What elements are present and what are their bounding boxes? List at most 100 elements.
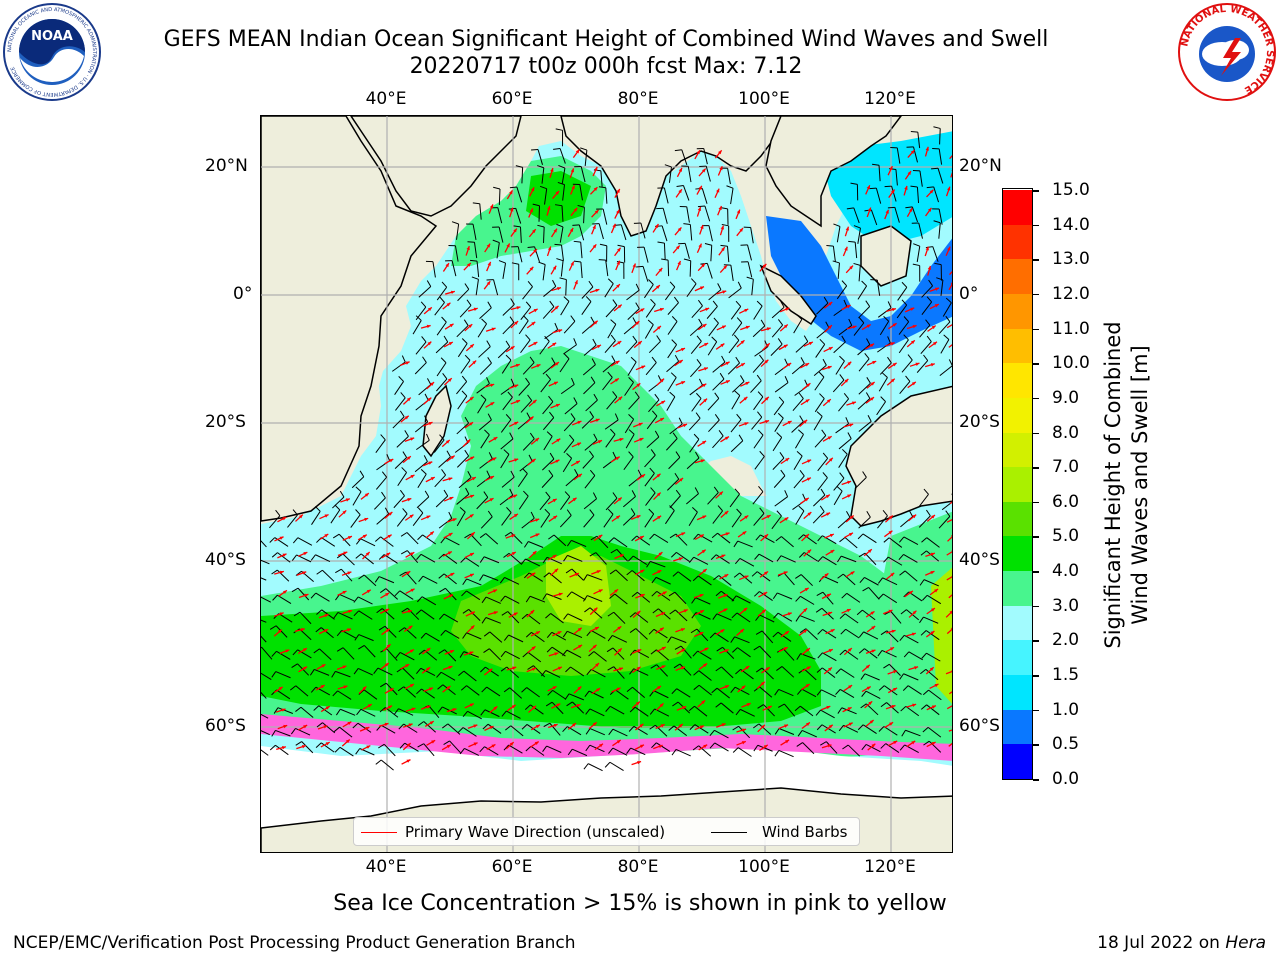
wind-barb	[378, 743, 396, 757]
wave-direction-arrow	[715, 491, 724, 499]
wind-barb	[261, 619, 267, 623]
wind-barb	[435, 335, 449, 354]
wind-barb	[858, 353, 870, 372]
wind-barb	[838, 432, 852, 450]
wind-barb	[899, 634, 919, 644]
wind-barb	[436, 281, 448, 301]
wave-direction-arrow	[588, 721, 598, 730]
wave-direction-arrow	[632, 382, 641, 391]
wave-direction-arrow	[906, 632, 916, 637]
wind-barb	[921, 279, 933, 298]
wind-barb	[815, 338, 826, 358]
wind-barb	[316, 569, 335, 582]
colorbar-tick	[1033, 467, 1039, 469]
wind-barb	[816, 296, 829, 315]
wind-barb	[666, 391, 676, 411]
wave-direction-arrow	[636, 473, 646, 481]
wind-barb	[835, 417, 850, 434]
wind-barb	[835, 355, 845, 375]
wind-barb	[925, 246, 939, 262]
wind-barb	[605, 492, 618, 511]
wind-barb	[563, 338, 577, 355]
wave-direction-arrow	[484, 497, 494, 504]
wind-barb	[394, 590, 414, 600]
wave-direction-arrow	[843, 647, 853, 656]
wind-barb	[310, 554, 331, 562]
wave-direction-arrow	[547, 554, 557, 561]
wave-direction-arrow	[466, 531, 476, 540]
wave-direction-arrow	[318, 613, 329, 619]
wave-direction-arrow	[381, 552, 391, 559]
wave-direction-arrow	[946, 627, 952, 635]
wind-barb	[541, 670, 561, 678]
wave-direction-arrow	[843, 423, 854, 428]
wave-direction-arrow	[886, 572, 895, 580]
wave-direction-arrow	[824, 324, 833, 333]
wave-direction-arrow	[756, 681, 766, 689]
wave-direction-arrow	[843, 361, 852, 370]
wind-barb	[626, 570, 645, 582]
wave-direction-arrow	[884, 209, 890, 220]
wind-barb	[709, 742, 729, 752]
wave-direction-arrow	[530, 437, 540, 445]
wind-barb	[438, 613, 459, 623]
wave-direction-arrow	[719, 264, 728, 274]
wave-direction-arrow	[822, 435, 832, 442]
wave-direction-arrow	[888, 740, 898, 747]
wave-direction-arrow	[547, 685, 557, 692]
wave-direction-arrow	[552, 592, 563, 597]
lon-label-top-40E: 40°E	[365, 89, 407, 109]
wave-direction-arrow	[824, 724, 834, 732]
wave-direction-arrow	[676, 648, 686, 655]
colorbar-tick	[1033, 744, 1039, 746]
wind-barb	[393, 489, 405, 509]
wave-direction-arrow	[315, 684, 326, 691]
wind-barb	[774, 412, 784, 432]
wind-barb	[460, 685, 480, 696]
wave-direction-arrow	[697, 263, 706, 272]
wave-direction-arrow	[799, 607, 808, 616]
wind-barb	[715, 590, 735, 602]
wave-direction-arrow	[866, 381, 876, 389]
wind-barb	[287, 509, 298, 528]
wave-direction-arrow	[552, 630, 562, 637]
wind-barb	[712, 430, 724, 449]
wave-direction-arrow	[885, 704, 896, 710]
wind-barb	[730, 434, 744, 453]
wind-barb	[537, 165, 545, 184]
wind-barb	[859, 576, 879, 586]
wave-direction-arrow	[342, 721, 352, 728]
wind-barb	[664, 164, 672, 183]
wave-direction-arrow	[530, 630, 541, 637]
wind-barb	[269, 537, 289, 547]
wave-direction-arrow	[405, 474, 415, 481]
colorbar-tick-label: 15.0	[1052, 180, 1090, 200]
wave-direction-arrow	[551, 286, 562, 292]
wave-direction-arrow	[740, 665, 750, 673]
wind-barb	[898, 536, 919, 546]
wave-direction-arrow	[405, 707, 416, 712]
wind-barb	[375, 434, 386, 453]
wave-direction-arrow	[842, 246, 848, 257]
wind-barb	[501, 507, 512, 526]
wind-barb	[477, 318, 488, 338]
wind-barb	[456, 507, 466, 527]
wave-direction-arrow	[718, 593, 728, 599]
wave-direction-arrow	[446, 455, 456, 463]
wind-barb	[933, 126, 941, 145]
wave-direction-arrow	[404, 683, 415, 690]
colorbar	[1002, 188, 1033, 780]
wind-barb	[521, 511, 535, 529]
wind-barb	[667, 339, 678, 359]
wind-barb	[522, 432, 535, 451]
wind-barb	[416, 433, 430, 451]
wind-barb	[586, 668, 606, 678]
wave-direction-arrow	[613, 304, 623, 312]
wave-direction-arrow	[320, 741, 331, 748]
wave-direction-arrow	[820, 512, 831, 518]
wave-direction-arrow	[487, 457, 497, 463]
wave-direction-arrow	[945, 246, 951, 257]
wind-barb	[501, 470, 515, 488]
wave-direction-arrow	[550, 568, 559, 576]
wind-barb	[755, 534, 775, 544]
